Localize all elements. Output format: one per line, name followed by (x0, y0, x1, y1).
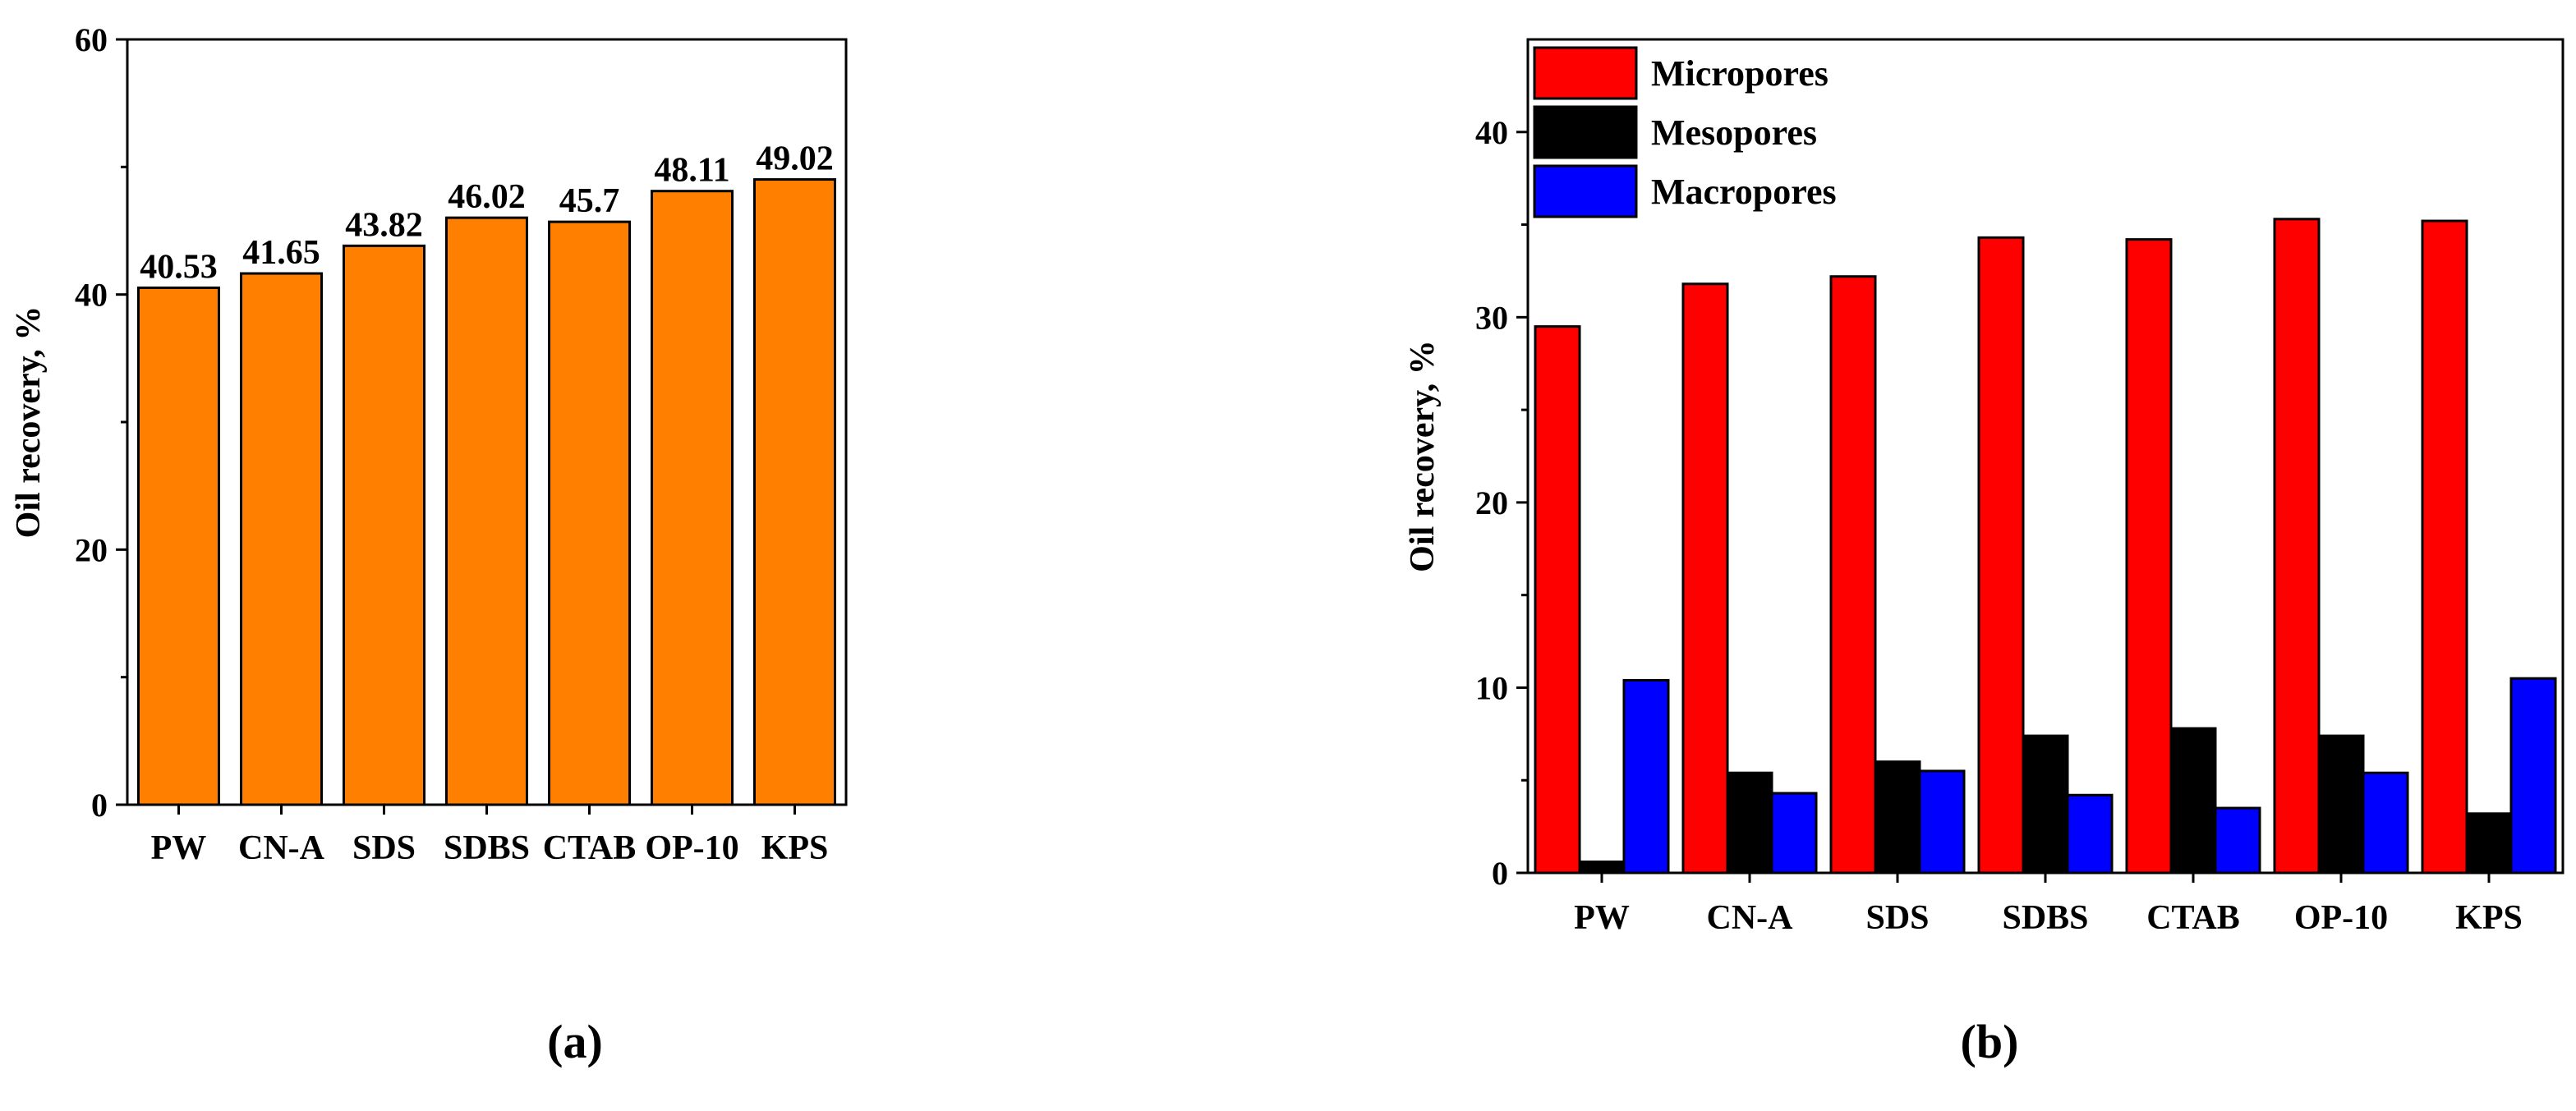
panel-label: (a) (547, 1015, 603, 1068)
bar-mesopores-pw (1578, 860, 1626, 875)
x-tick-label: OP-10 (2294, 899, 2388, 937)
bar-mesopores-sdbs (2022, 734, 2069, 875)
legend-swatch-macropores (1533, 164, 1638, 218)
bar-op-10 (651, 190, 734, 806)
y-tick-label: 0 (91, 787, 108, 824)
data-label: 45.7 (559, 182, 620, 220)
y-tick-label: 20 (75, 531, 108, 568)
bar-micropores-op-10 (2273, 218, 2321, 875)
x-tick-label: KPS (761, 829, 829, 867)
x-tick-label: CN-A (1707, 899, 1794, 937)
y-axis-title: Oil recovery, % (1404, 340, 1442, 572)
bar-mesopores-kps (2465, 812, 2513, 875)
bar-micropores-kps (2421, 219, 2468, 875)
legend: Micropores Mesopores Macropores (1533, 46, 1837, 218)
bar-kps (753, 178, 836, 806)
x-tick-label: PW (151, 829, 207, 867)
x-tick-label: SDBS (2002, 899, 2088, 937)
x-tick-label: SDBS (444, 829, 530, 867)
y-tick-label: 40 (1475, 114, 1508, 151)
bar-mesopores-op-10 (2317, 734, 2365, 875)
x-tick-label: CTAB (543, 829, 637, 867)
bar-macropores-sdbs (2066, 793, 2114, 875)
legend-label: Macropores (1651, 172, 1837, 212)
x-tick-label: CN-A (238, 829, 325, 867)
x-tick-label: OP-10 (645, 829, 738, 867)
bar-macropores-op-10 (2362, 771, 2409, 875)
data-label: 41.65 (242, 234, 320, 272)
data-label: 49.02 (756, 140, 834, 178)
data-label: 43.82 (345, 206, 423, 244)
bar-macropores-sds (1918, 769, 1966, 875)
y-tick-label: 40 (75, 277, 108, 314)
legend-label: Mesopores (1651, 112, 1817, 153)
bar-micropores-ctab (2125, 238, 2173, 875)
legend-label: Micropores (1651, 53, 1828, 94)
data-label: 46.02 (448, 178, 526, 216)
bar-cn-a (240, 272, 323, 806)
x-tick-label: SDS (352, 829, 416, 867)
x-tick-label: PW (1574, 899, 1630, 937)
bar-ctab (548, 220, 631, 806)
x-tick-label: SDS (1865, 899, 1929, 937)
bar-micropores-cn-a (1681, 282, 1729, 875)
x-tick-label: KPS (2455, 899, 2523, 937)
y-tick-label: 10 (1475, 669, 1508, 706)
y-axis-title: Oil recovery, % (10, 306, 48, 539)
chart-panel-b: PW CN-A SDS SDBS CTAB OP-10 KPS 0 10 20 30 40 Oil re… (1404, 38, 2564, 1068)
bar-macropores-pw (1622, 678, 1670, 875)
bar-micropores-sdbs (1977, 236, 2025, 875)
bar-sdbs (445, 216, 528, 806)
data-label: 48.11 (654, 152, 729, 190)
bar-mesopores-cn-a (1726, 771, 1773, 875)
bar-micropores-sds (1829, 275, 1877, 875)
panel-label: (b) (1961, 1015, 2019, 1068)
bar-macropores-ctab (2214, 806, 2261, 875)
y-tick-label: 20 (1475, 484, 1508, 521)
bar-sds (343, 244, 426, 806)
legend-swatch-mesopores (1533, 105, 1638, 159)
legend-swatch-micropores (1533, 46, 1638, 100)
data-label: 40.53 (140, 248, 218, 286)
chart-panel-a: 40.53 PW 41.65 CN-A 43.82 SDS 46.02 SDBS 45.7 CTA… (10, 21, 848, 1068)
bar-macropores-kps (2509, 677, 2557, 875)
bar-mesopores-sds (1874, 760, 1921, 875)
bar-macropores-cn-a (1770, 792, 1818, 875)
y-tick-label: 60 (75, 21, 108, 58)
x-tick-label: CTAB (2146, 899, 2240, 937)
bar-pw (137, 286, 220, 806)
plot-frame (1526, 38, 2564, 875)
y-tick-label: 0 (1492, 855, 1508, 892)
bar-micropores-pw (1534, 325, 1581, 875)
bar-mesopores-ctab (2169, 727, 2217, 875)
y-tick-label: 30 (1475, 299, 1508, 336)
